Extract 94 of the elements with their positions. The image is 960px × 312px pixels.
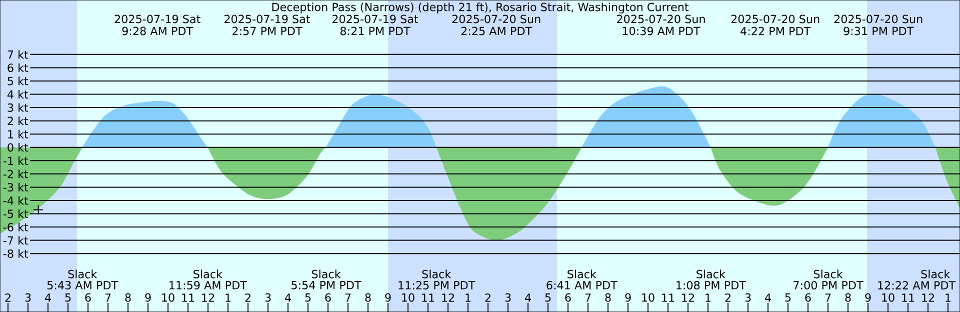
annotation: 2:57 PM PDT bbox=[232, 26, 302, 36]
annotation: 11:59 AM PDT bbox=[170, 280, 248, 290]
annotation: 10:39 AM PDT bbox=[622, 26, 700, 36]
annotation: 12:22 AM PDT bbox=[878, 281, 956, 290]
y-tick-label: -4 kt bbox=[3, 196, 28, 205]
x-tick-label: 10 bbox=[162, 293, 174, 302]
x-tick-label: 9 bbox=[865, 293, 871, 302]
y-tick-label: -8 kt bbox=[3, 249, 28, 258]
annotation: 2025-07-20 Sun bbox=[452, 14, 540, 24]
x-tick-label: 2 bbox=[725, 293, 730, 302]
annotation: 1:08 PM PDT bbox=[676, 280, 746, 290]
annotation: 9:28 AM PDT bbox=[122, 26, 194, 36]
x-tick-label: 4 bbox=[44, 294, 51, 302]
x-tick-label: 4 bbox=[284, 294, 291, 302]
x-tick-label: 3 bbox=[265, 293, 271, 302]
x-tick-label: 7 bbox=[825, 294, 831, 302]
x-tick-label: 11 bbox=[422, 294, 434, 302]
annotation: Slack bbox=[422, 270, 452, 278]
x-tick-label: 10 bbox=[882, 293, 894, 302]
x-tick-label: 5 bbox=[545, 293, 551, 302]
x-tick-label: 9 bbox=[145, 293, 151, 302]
annotation: 2:25 AM PDT bbox=[461, 26, 532, 36]
annotation: 2025-07-19 Sat bbox=[114, 14, 200, 24]
x-tick-label: 8 bbox=[605, 293, 611, 302]
annotation: Slack bbox=[696, 270, 726, 278]
x-tick-label: 11 bbox=[902, 294, 914, 302]
x-tick-label: 7 bbox=[585, 294, 591, 302]
annotation: Slack bbox=[312, 270, 341, 278]
y-tick-label: 7 kt bbox=[8, 50, 28, 59]
annotation: 2025-07-19 Sat bbox=[224, 14, 310, 24]
x-tick-label: 10 bbox=[642, 293, 654, 302]
annotation: 5:43 AM PDT bbox=[47, 280, 118, 290]
y-tick-label: 5 kt bbox=[8, 76, 28, 86]
x-tick-label: 3 bbox=[505, 293, 511, 302]
x-tick-label: 11 bbox=[182, 294, 194, 302]
y-tick-label: 6 kt bbox=[8, 63, 28, 72]
x-tick-label: 12 bbox=[682, 293, 694, 302]
x-tick-label: 5 bbox=[305, 293, 311, 302]
y-tick-label: -6 kt bbox=[3, 222, 28, 232]
x-tick-label: 9 bbox=[385, 293, 391, 302]
x-tick-label: 8 bbox=[125, 293, 131, 302]
x-tick-label: 4 bbox=[524, 294, 531, 302]
x-tick-label: 12 bbox=[202, 293, 214, 302]
x-tick-label: 2 bbox=[5, 293, 10, 302]
x-tick-label: 1 bbox=[946, 294, 951, 302]
y-tick-label: 3 kt bbox=[8, 103, 28, 112]
chart-title: Deception Pass (Narrows) (depth 21 ft), Rosario Strait, Washington Current bbox=[272, 2, 689, 14]
annotation: 2025-07-20 Sun bbox=[617, 14, 705, 24]
annotation: 5:54 PM PDT bbox=[292, 281, 362, 290]
annotation: Slack bbox=[68, 270, 98, 278]
annotation: 2025-07-19 Sat bbox=[332, 14, 418, 24]
y-tick-label: -2 kt bbox=[3, 170, 28, 178]
annotation: 2025-07-20 Sun bbox=[731, 14, 820, 24]
annotation: 4:22 PM PDT bbox=[740, 26, 811, 36]
x-tick-label: 1 bbox=[706, 294, 711, 302]
x-tick-label: 6 bbox=[325, 293, 331, 302]
x-tick-label: 2 bbox=[485, 293, 490, 302]
y-tick-label: -1 kt bbox=[3, 156, 28, 165]
x-tick-label: 1 bbox=[466, 294, 471, 302]
x-tick-label: 5 bbox=[65, 293, 71, 302]
annotation: 7:00 PM PDT bbox=[794, 280, 864, 290]
x-tick-label: 5 bbox=[785, 293, 791, 302]
x-tick-label: 3 bbox=[25, 293, 31, 302]
x-tick-label: 7 bbox=[345, 294, 351, 302]
annotation: 9:31 PM PDT bbox=[844, 26, 914, 36]
x-tick-label: 9 bbox=[625, 293, 631, 302]
annotation: 8:21 PM PDT bbox=[340, 26, 410, 36]
annotation: 2025-07-20 Sun bbox=[834, 14, 922, 24]
x-tick-label: 11 bbox=[662, 294, 674, 302]
y-tick-label: -5 kt bbox=[3, 209, 28, 218]
x-tick-label: 6 bbox=[85, 293, 91, 302]
x-tick-label: 1 bbox=[226, 294, 231, 302]
y-tick-label: 1 kt bbox=[8, 130, 28, 138]
annotation: Slack bbox=[568, 270, 596, 278]
annotation: Slack bbox=[814, 270, 843, 278]
x-tick-label: 7 bbox=[105, 294, 111, 302]
y-tick-label: -7 kt bbox=[3, 236, 28, 245]
annotation: 6:41 AM PDT bbox=[546, 280, 618, 290]
x-tick-label: 8 bbox=[365, 293, 371, 302]
annotation: 11:25 PM PDT bbox=[398, 280, 476, 290]
x-tick-label: 3 bbox=[745, 293, 751, 302]
y-tick-label: 2 kt bbox=[8, 116, 28, 126]
x-tick-label: 12 bbox=[922, 293, 934, 302]
x-tick-label: 2 bbox=[245, 293, 250, 302]
y-tick-label: -3 kt bbox=[3, 182, 28, 192]
annotation: Slack bbox=[921, 270, 950, 278]
x-tick-label: 10 bbox=[402, 293, 414, 302]
x-tick-label: 4 bbox=[764, 294, 771, 302]
x-tick-label: 6 bbox=[565, 293, 571, 302]
x-tick-label: 12 bbox=[442, 293, 454, 302]
annotation: Slack bbox=[194, 270, 222, 278]
x-tick-label: 8 bbox=[845, 293, 851, 302]
x-tick-label: 6 bbox=[805, 293, 811, 302]
y-tick-label: 4 kt bbox=[7, 90, 28, 98]
